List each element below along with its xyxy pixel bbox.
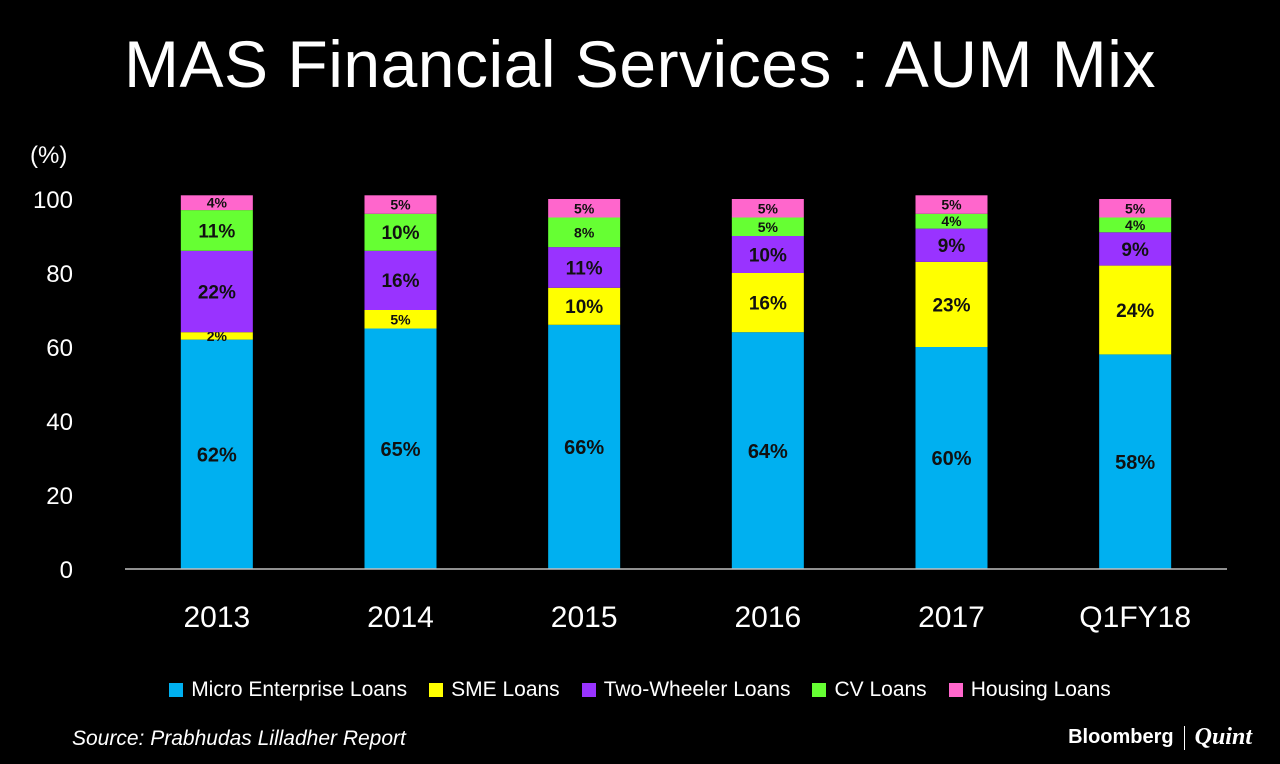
data-label: 4% [1125, 217, 1146, 233]
bar-segment-housing-loans-2014 [364, 195, 437, 214]
bar-segment-micro-enterprise-loans-2014 [364, 328, 437, 569]
data-label: 5% [390, 311, 411, 327]
legend-item-sme: SME Loans [429, 678, 560, 702]
bar-segment-sme-loans-2016 [731, 273, 804, 333]
data-label: 11% [566, 258, 603, 279]
data-label: 5% [758, 200, 779, 216]
bar-segment-two-wheeler-loans-2015 [548, 247, 621, 288]
bar-segment-cv-loans-2017 [915, 213, 988, 229]
data-label: 64% [748, 441, 788, 463]
bar-segment-micro-enterprise-loans-q1fy18 [1099, 354, 1172, 569]
legend-label: Micro Enterprise Loans [191, 678, 408, 701]
data-label: 16% [381, 271, 419, 292]
legend-swatch [581, 683, 596, 697]
data-label: 16% [749, 293, 787, 314]
data-label: 9% [938, 236, 966, 257]
x-tick-label: Q1FY18 [1079, 601, 1191, 634]
bar-segment-housing-loans-2015 [548, 199, 621, 218]
x-tick-label: 2014 [367, 601, 434, 634]
bar-segment-micro-enterprise-loans-2013 [180, 339, 253, 569]
legend-label: CV Loans [834, 678, 927, 701]
data-label: 24% [1116, 301, 1154, 322]
bar-segment-micro-enterprise-loans-2017 [915, 347, 988, 569]
legend-label: Housing Loans [970, 678, 1111, 701]
data-label: 62% [197, 445, 237, 467]
x-tick-label: 2015 [551, 601, 618, 634]
data-label: 10% [565, 297, 603, 318]
bar-segment-micro-enterprise-loans-2016 [731, 332, 804, 569]
data-label: 5% [1125, 200, 1146, 216]
bar-segment-micro-enterprise-loans-2015 [548, 324, 621, 569]
bar-segment-cv-loans-2015 [548, 217, 621, 248]
x-tick-label: 2013 [183, 601, 250, 634]
legend-swatch [429, 683, 444, 697]
legend-swatch [812, 683, 827, 697]
bar-segment-two-wheeler-loans-q1fy18 [1099, 232, 1172, 266]
source-note: Source: Prabhudas Lilladher Report [72, 727, 406, 750]
data-label: 10% [749, 245, 787, 266]
legend-label: Two-Wheeler Loans [603, 678, 791, 701]
data-label: 4% [207, 195, 228, 211]
data-label: 66% [564, 437, 604, 459]
y-tick-label: 100 [33, 187, 73, 214]
bar-segment-cv-loans-q1fy18 [1099, 217, 1172, 233]
bar-segment-cv-loans-2014 [364, 213, 437, 251]
y-tick-label: 20 [46, 483, 73, 510]
legend-item-two-wheeler: Two-Wheeler Loans [581, 678, 791, 702]
bar-segment-cv-loans-2013 [180, 210, 253, 251]
data-label: 10% [381, 223, 419, 244]
bar-segment-housing-loans-q1fy18 [1099, 199, 1172, 218]
data-label: 65% [380, 439, 420, 461]
y-tick-label: 40 [46, 409, 73, 436]
legend-item-cv: CV Loans [812, 678, 927, 702]
data-label: 4% [941, 213, 962, 229]
x-tick-label: 2016 [734, 601, 801, 634]
y-tick-label: 60 [46, 335, 73, 362]
legend-swatch [169, 683, 184, 697]
data-label: 5% [574, 200, 595, 216]
data-label: 22% [198, 282, 236, 303]
bar-segment-housing-loans-2017 [915, 195, 988, 214]
bar-segment-cv-loans-2016 [731, 217, 804, 236]
brand-bloomberg: Bloomberg [1068, 726, 1174, 748]
bar-segment-housing-loans-2016 [731, 199, 804, 218]
data-label: 9% [1121, 240, 1149, 261]
y-tick-label: 0 [60, 557, 73, 584]
data-label: 11% [198, 221, 235, 242]
brand-logo: Bloomberg Quint [1068, 724, 1252, 751]
bar-segment-sme-loans-q1fy18 [1099, 265, 1172, 355]
bar-segment-two-wheeler-loans-2016 [731, 236, 804, 273]
bar-segment-two-wheeler-loans-2017 [915, 228, 988, 262]
legend-swatch [948, 683, 963, 697]
data-label: 58% [1115, 452, 1155, 474]
bar-segment-sme-loans-2013 [180, 332, 253, 340]
bar-segment-sme-loans-2015 [548, 287, 621, 325]
bar-segment-two-wheeler-loans-2013 [180, 250, 253, 333]
legend-item-micro-enterprise: Micro Enterprise Loans [169, 678, 407, 702]
data-label: 5% [390, 197, 411, 213]
data-label: 5% [758, 219, 779, 235]
data-label: 60% [931, 448, 971, 470]
legend: Micro Enterprise Loans SME Loans Two-Whe… [0, 678, 1280, 702]
chart-title: MAS Financial Services : AUM Mix [124, 27, 1156, 101]
x-tick-label: 2017 [918, 601, 985, 634]
y-axis-label: (%) [30, 142, 67, 169]
brand-quint: Quint [1194, 724, 1252, 750]
brand-divider [1183, 725, 1185, 750]
legend-item-housing: Housing Loans [948, 678, 1111, 702]
legend-label: SME Loans [451, 678, 560, 701]
data-label: 5% [941, 197, 962, 213]
bar-segment-sme-loans-2017 [915, 261, 988, 347]
bar-segment-sme-loans-2014 [364, 310, 437, 329]
bar-segment-two-wheeler-loans-2014 [364, 250, 437, 310]
y-tick-label: 80 [46, 261, 73, 288]
data-label: 8% [574, 224, 595, 240]
bar-segment-housing-loans-2013 [180, 195, 253, 211]
data-label: 23% [932, 295, 970, 316]
